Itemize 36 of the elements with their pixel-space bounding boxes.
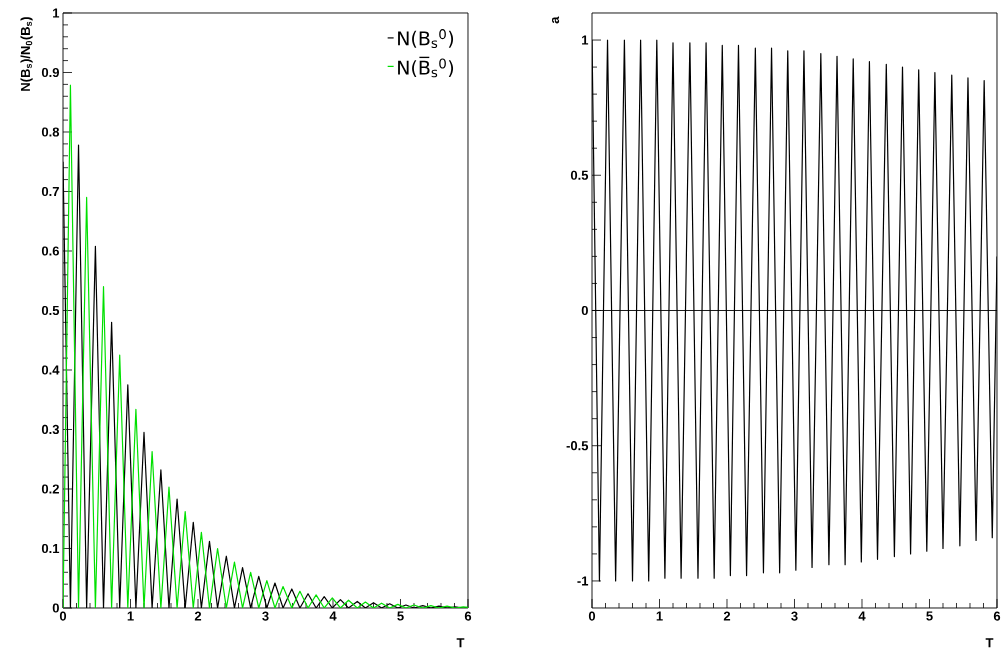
x-tick-label: 0 — [588, 611, 596, 621]
y-tick-label: 0.9 — [41, 67, 59, 78]
y-tick-label: 1 — [582, 35, 589, 45]
x-tick-label: 2 — [723, 611, 731, 621]
legend-label: N(B$_{s}$$^{0}$) — [398, 29, 454, 49]
y-tick-label: 0 — [581, 305, 588, 316]
y-tick-label: 0.4 — [41, 365, 60, 375]
y-tick-label: 0 — [52, 603, 59, 613]
x-tick-label: 0 — [59, 611, 67, 621]
y-tick-label: -1 — [577, 576, 589, 586]
x-tick-label: 3 — [791, 611, 798, 621]
x-tick-label: 4 — [858, 611, 866, 621]
x-tick-label: 1 — [127, 611, 134, 621]
y-axis-title: a — [551, 16, 560, 24]
y-axis-title: N(B$_{s}$)/N$_{0}$(B$_{s}$) — [20, 17, 33, 91]
y-tick-label: 0.2 — [41, 484, 59, 494]
x-tick-label: 6 — [464, 611, 472, 621]
y-tick-label: 0.6 — [41, 246, 59, 256]
legend-label: N(B̅$_{s}$$^{0}$) — [398, 56, 454, 78]
y-tick-label: 0.5 — [41, 305, 60, 316]
x-tick-label: 1 — [656, 611, 663, 621]
x-tick-label: 5 — [397, 611, 404, 621]
x-tick-label: 5 — [926, 611, 933, 621]
x-tick-label: 6 — [993, 611, 1001, 621]
y-tick-label: 0.1 — [41, 543, 60, 554]
x-tick-label: 3 — [262, 611, 269, 621]
y-tick-label: 0.7 — [41, 186, 59, 197]
y-tick-label: 0.8 — [41, 127, 60, 137]
y-tick-label: 1 — [53, 8, 60, 18]
x-tick-label: 2 — [194, 611, 202, 621]
y-tick-label: 0.5 — [570, 170, 589, 180]
y-tick-label: 0.3 — [41, 424, 59, 435]
x-tick-label: 4 — [329, 611, 337, 621]
y-tick-label: -0.5 — [566, 441, 589, 451]
x-axis-title: T — [456, 638, 465, 648]
x-axis-title: T — [985, 638, 994, 648]
